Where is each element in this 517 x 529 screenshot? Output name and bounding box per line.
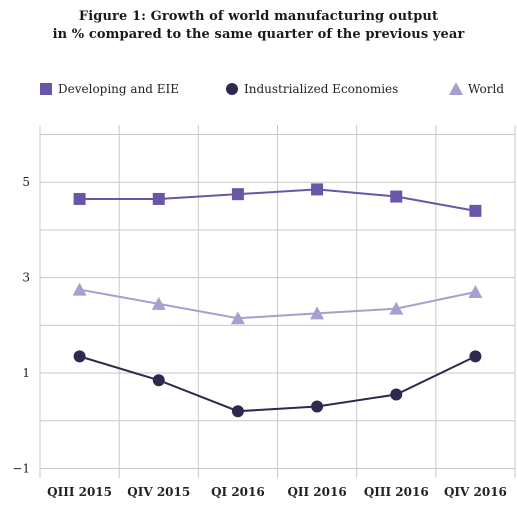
legend-label: Developing and EIE: [58, 82, 179, 96]
chart-subtitle: in % compared to the same quarter of the…: [52, 27, 465, 42]
x-tick-label: QIII 2016: [364, 485, 429, 499]
x-tick-label: QI 2016: [211, 485, 265, 499]
data-point-circle: [390, 388, 403, 401]
x-tick-label: QII 2016: [287, 485, 346, 499]
data-point-triangle: [468, 284, 483, 298]
series-triangle: [72, 282, 483, 325]
data-point-square: [469, 204, 482, 217]
data-point-square: [231, 188, 244, 201]
legend-label: World: [468, 82, 504, 96]
data-point-circle: [73, 350, 86, 363]
y-axis-ticks: −1 1 3 5: [12, 175, 30, 475]
series-line: [79, 288, 476, 320]
legend-item: Developing and EIE: [40, 82, 179, 96]
data-point-circle: [231, 405, 244, 418]
series-circle: [73, 350, 482, 418]
data-point-square: [40, 83, 52, 95]
chart-series: [72, 183, 483, 418]
data-point-triangle: [310, 306, 325, 320]
data-point-circle: [226, 83, 238, 95]
chart-grid: [39, 125, 516, 478]
chart-title-block: Figure 1: Growth of world manufacturing …: [0, 8, 517, 44]
data-point-square: [390, 190, 403, 203]
x-tick-label: QIV 2015: [127, 485, 190, 499]
data-point-triangle: [151, 296, 166, 310]
y-tick-label: 3: [22, 271, 30, 285]
x-tick-label: QIV 2016: [444, 485, 507, 499]
legend-item: Industrialized Economies: [226, 82, 398, 96]
x-axis-ticks: QIII 2015 QIV 2015 QI 2016 QII 2016 QIII 201…: [47, 485, 507, 499]
data-point-triangle: [72, 282, 87, 296]
series-line: [79, 188, 476, 212]
y-tick-label: −1: [12, 461, 30, 475]
series-line: [79, 355, 476, 413]
data-point-triangle: [230, 311, 245, 325]
data-point-circle: [311, 400, 324, 413]
y-tick-label: 1: [22, 366, 30, 380]
chart-legend: Developing and EIE Industrialized Economi…: [40, 82, 504, 96]
legend-item: World: [449, 82, 504, 96]
legend-label: Industrialized Economies: [244, 82, 398, 96]
chart-title: Figure 1: Growth of world manufacturing …: [78, 9, 439, 24]
data-point-triangle: [389, 301, 404, 315]
y-tick-label: 5: [22, 175, 30, 189]
data-point-triangle: [449, 82, 463, 95]
x-tick-label: QIII 2015: [47, 485, 112, 499]
data-point-square: [152, 192, 165, 205]
series-square: [73, 183, 482, 217]
data-point-circle: [469, 350, 482, 363]
data-point-square: [73, 192, 86, 205]
data-point-circle: [152, 374, 165, 387]
data-point-square: [311, 183, 324, 196]
